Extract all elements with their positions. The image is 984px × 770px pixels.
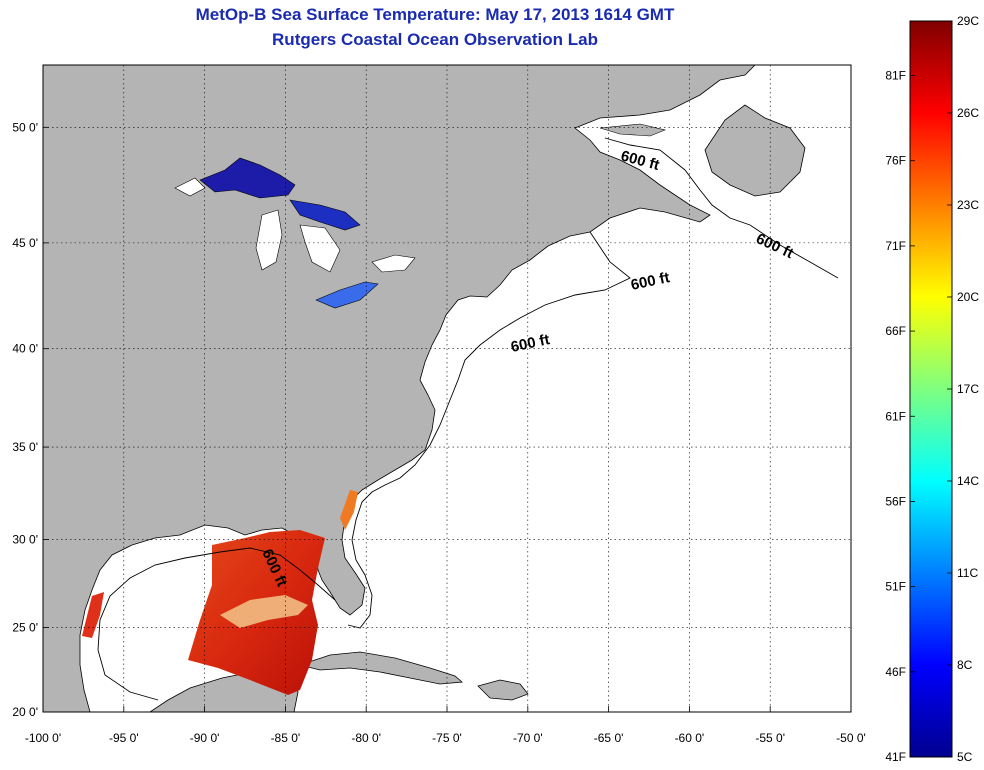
colorbar-f-label: 56F — [885, 494, 906, 508]
lon-tick-label: -55 0' — [755, 731, 785, 745]
colorbar-c-label: 29C — [957, 14, 979, 28]
lon-tick-label: -60 0' — [675, 731, 705, 745]
lon-tick-label: -75 0' — [432, 731, 462, 745]
land-cuba — [298, 651, 463, 685]
colorbar-f-label: 51F — [885, 580, 906, 594]
lake-erie — [315, 281, 379, 309]
colorbar-c-label: 23C — [957, 198, 979, 212]
sst-warm-streak — [220, 595, 308, 628]
lake-ontario — [371, 254, 416, 273]
colorbar-c-label: 5C — [957, 750, 973, 764]
map-subtitle: Rutgers Coastal Ocean Observation Lab — [272, 30, 598, 49]
colorbar-f-label: 61F — [885, 409, 906, 423]
land-newfoundland — [704, 104, 806, 197]
lon-tick-label: -50 0' — [836, 731, 866, 745]
lake-huron — [299, 224, 341, 273]
colorbar — [909, 20, 953, 758]
lat-tick-label: 20 0' — [12, 705, 38, 719]
lat-tick-label: 45 0' — [12, 236, 38, 250]
contour-600ft — [97, 137, 839, 701]
colorbar-f-label: 41F — [885, 750, 906, 764]
lat-tick-label: 30 0' — [12, 533, 38, 547]
latitude-labels: 50 0' 45 0' 40 0' 35 0' 30 0' 25 0' 20 0' — [12, 120, 38, 719]
colorbar-f-label: 81F — [885, 69, 906, 83]
colorbar-f-label: 76F — [885, 154, 906, 168]
colorbar-c-label: 11C — [957, 566, 978, 580]
lat-tick-label: 40 0' — [12, 342, 38, 356]
lake-michigan — [255, 209, 283, 271]
colorbar-c-label: 8C — [957, 658, 973, 672]
colorbar-c-label: 26C — [957, 106, 979, 120]
colorbar-c-label: 14C — [957, 474, 979, 488]
lon-tick-label: -100 0' — [25, 731, 61, 745]
land-hispaniola — [477, 679, 529, 701]
lon-tick-label: -90 0' — [190, 731, 220, 745]
map-title: MetOp-B Sea Surface Temperature: May 17,… — [195, 5, 675, 24]
lat-tick-label: 35 0' — [12, 440, 38, 454]
lon-tick-label: -85 0' — [271, 731, 301, 745]
land-anticosti — [599, 123, 666, 137]
colorbar-c-label: 20C — [957, 290, 979, 304]
longitude-labels: -100 0' -95 0' -90 0' -85 0' -80 0' -75 0' -70… — [25, 731, 866, 745]
sst-south-texas — [82, 592, 104, 638]
lon-tick-label: -80 0' — [351, 731, 381, 745]
colorbar-ticks: 29C 26C 23C 20C 17C 14C 11C 8C 5C 81F 76F 71F 66F 61F… — [885, 14, 979, 764]
colorbar-f-label: 46F — [885, 665, 906, 679]
lon-tick-label: -65 0' — [594, 731, 624, 745]
sst-georgia-shelf — [340, 490, 358, 530]
colorbar-c-label: 17C — [957, 382, 979, 396]
colorbar-f-label: 66F — [885, 324, 906, 338]
lake-huron-bay — [289, 199, 361, 231]
lon-tick-label: -95 0' — [109, 731, 139, 745]
lake-superior — [199, 157, 296, 199]
lon-tick-label: -70 0' — [513, 731, 543, 745]
land-north-america — [43, 65, 756, 712]
lake-winnipeg-area — [174, 177, 206, 197]
lat-tick-label: 25 0' — [12, 621, 38, 635]
map-frame — [42, 64, 852, 713]
colorbar-f-label: 71F — [885, 239, 906, 253]
lat-tick-label: 50 0' — [12, 120, 38, 134]
